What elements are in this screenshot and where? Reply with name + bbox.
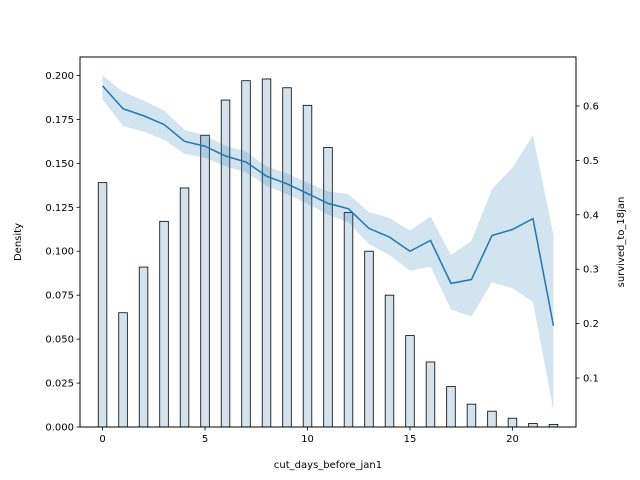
x-axis-label: cut_days_before_jan1 bbox=[274, 460, 382, 471]
x-tick-label: 20 bbox=[506, 434, 519, 445]
y-axis-ticks: 0.000 0.025 0.050 0.075 0.100 0.125 0.150 0.175… bbox=[45, 71, 80, 434]
x-tick-label: 5 bbox=[202, 434, 208, 445]
histogram-bar bbox=[507, 417, 518, 428]
confidence-band-layer bbox=[102, 75, 554, 411]
y-tick-label: 0.100 bbox=[45, 247, 74, 258]
histogram-bar bbox=[302, 104, 313, 428]
y-axis-label: Density bbox=[13, 223, 24, 261]
y-tick-label: 0.025 bbox=[45, 379, 74, 390]
y2-tick-label: 0.2 bbox=[583, 319, 599, 330]
y-tick-label: 0.200 bbox=[45, 71, 74, 82]
histogram-bar bbox=[179, 187, 190, 428]
survival-line bbox=[101, 85, 555, 326]
survival-line-layer bbox=[101, 85, 555, 326]
histogram-bar bbox=[384, 294, 395, 428]
y-tick-label: 0.150 bbox=[45, 159, 74, 170]
histogram-bar bbox=[118, 312, 128, 428]
histogram-bar bbox=[159, 220, 169, 428]
histogram-bar bbox=[446, 386, 456, 428]
y2-tick-label: 0.3 bbox=[583, 265, 599, 276]
y-tick-label: 0.075 bbox=[45, 291, 74, 302]
y-tick-label: 0.175 bbox=[45, 115, 74, 126]
y-tick-label: 0.000 bbox=[45, 423, 74, 434]
histogram-bar bbox=[364, 250, 374, 428]
y-tick-label: 0.050 bbox=[45, 335, 74, 346]
histogram-bar bbox=[405, 335, 415, 428]
y2-tick-label: 0.5 bbox=[583, 156, 599, 167]
histogram-bar bbox=[466, 403, 477, 428]
y2-axis-ticks: 0.1 0.2 0.3 0.4 0.5 0.6 bbox=[576, 101, 599, 385]
x-axis-ticks: 0 5 10 15 20 bbox=[99, 427, 519, 445]
confidence-band bbox=[102, 75, 554, 411]
y2-tick-label: 0.1 bbox=[583, 374, 599, 385]
y2-axis-label: survived_to_18jan bbox=[616, 197, 627, 288]
x-tick-label: 0 bbox=[99, 434, 105, 445]
y2-tick-label: 0.6 bbox=[583, 101, 599, 112]
histogram-bar bbox=[343, 212, 354, 428]
histogram-bar bbox=[487, 410, 497, 428]
x-tick-label: 15 bbox=[404, 434, 417, 445]
histogram-bar bbox=[138, 266, 149, 428]
axes-frame bbox=[79, 56, 577, 428]
x-tick-label: 10 bbox=[301, 434, 314, 445]
histogram-bar bbox=[323, 147, 333, 428]
histogram-bar bbox=[241, 80, 251, 428]
histogram-bar bbox=[97, 182, 108, 428]
histogram-bar bbox=[261, 78, 272, 428]
histogram-bar bbox=[282, 87, 292, 428]
histogram-bar bbox=[425, 361, 436, 428]
y-tick-label: 0.125 bbox=[45, 203, 74, 214]
histogram-bar bbox=[200, 134, 210, 428]
y2-tick-label: 0.4 bbox=[583, 210, 599, 221]
histogram-bar bbox=[528, 423, 538, 428]
